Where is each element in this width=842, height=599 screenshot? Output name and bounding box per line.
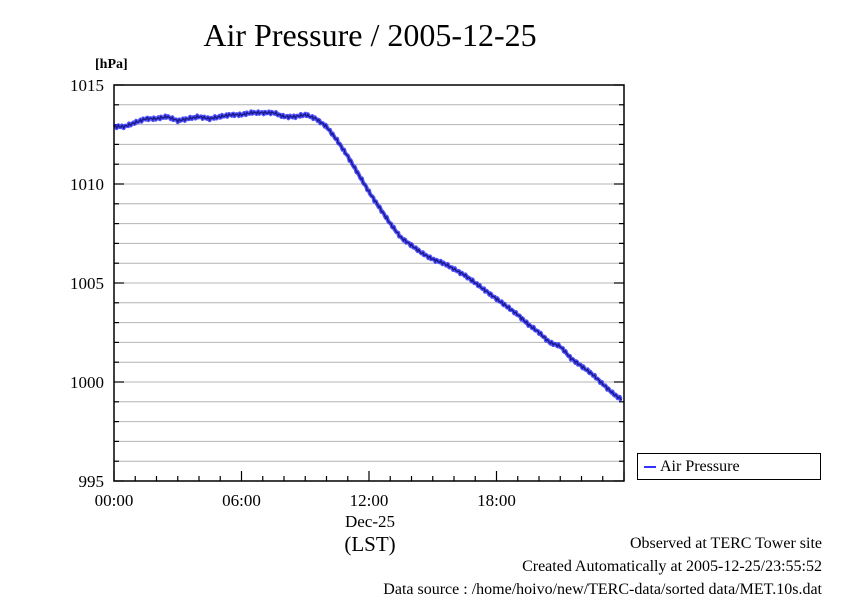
y-tick-label: 1000 xyxy=(70,373,104,392)
x-tick-label: 06:00 xyxy=(222,491,261,510)
series-line-halo xyxy=(112,109,624,402)
legend-swatch-air-pressure xyxy=(644,465,656,468)
chart-title: Air Pressure / 2005-12-25 xyxy=(203,17,536,53)
y-tick-label: 1015 xyxy=(70,76,104,95)
plot-frame xyxy=(113,84,625,482)
y-tick-label: 1010 xyxy=(70,175,104,194)
series-layer xyxy=(112,109,624,402)
footer-source-note: Data source : /home/hoivo/new/TERC-data/… xyxy=(383,581,822,598)
x-axis-date-label: Dec-25 xyxy=(345,512,395,531)
series-line-air-pressure xyxy=(113,110,623,401)
grid-lines xyxy=(114,104,624,462)
y-tick-label: 995 xyxy=(79,472,105,491)
x-tick-label: 18:00 xyxy=(477,491,516,510)
x-tick-label: 12:00 xyxy=(350,491,389,510)
chart-legend: Air Pressure xyxy=(637,453,821,480)
x-axis-title: (LST) xyxy=(344,532,395,556)
y-axis-unit-label: [hPa] xyxy=(95,57,128,72)
footer-site-note: Observed at TERC Tower site xyxy=(629,535,822,552)
footer-created-note: Created Automatically at 2005-12-25/23:5… xyxy=(522,558,822,575)
legend-label-air-pressure: Air Pressure xyxy=(660,457,740,475)
x-axis-ticks: 00:00 06:00 12:00 18:00 xyxy=(95,471,625,510)
x-tick-label: 00:00 xyxy=(95,491,134,510)
y-tick-label: 1005 xyxy=(70,274,104,293)
